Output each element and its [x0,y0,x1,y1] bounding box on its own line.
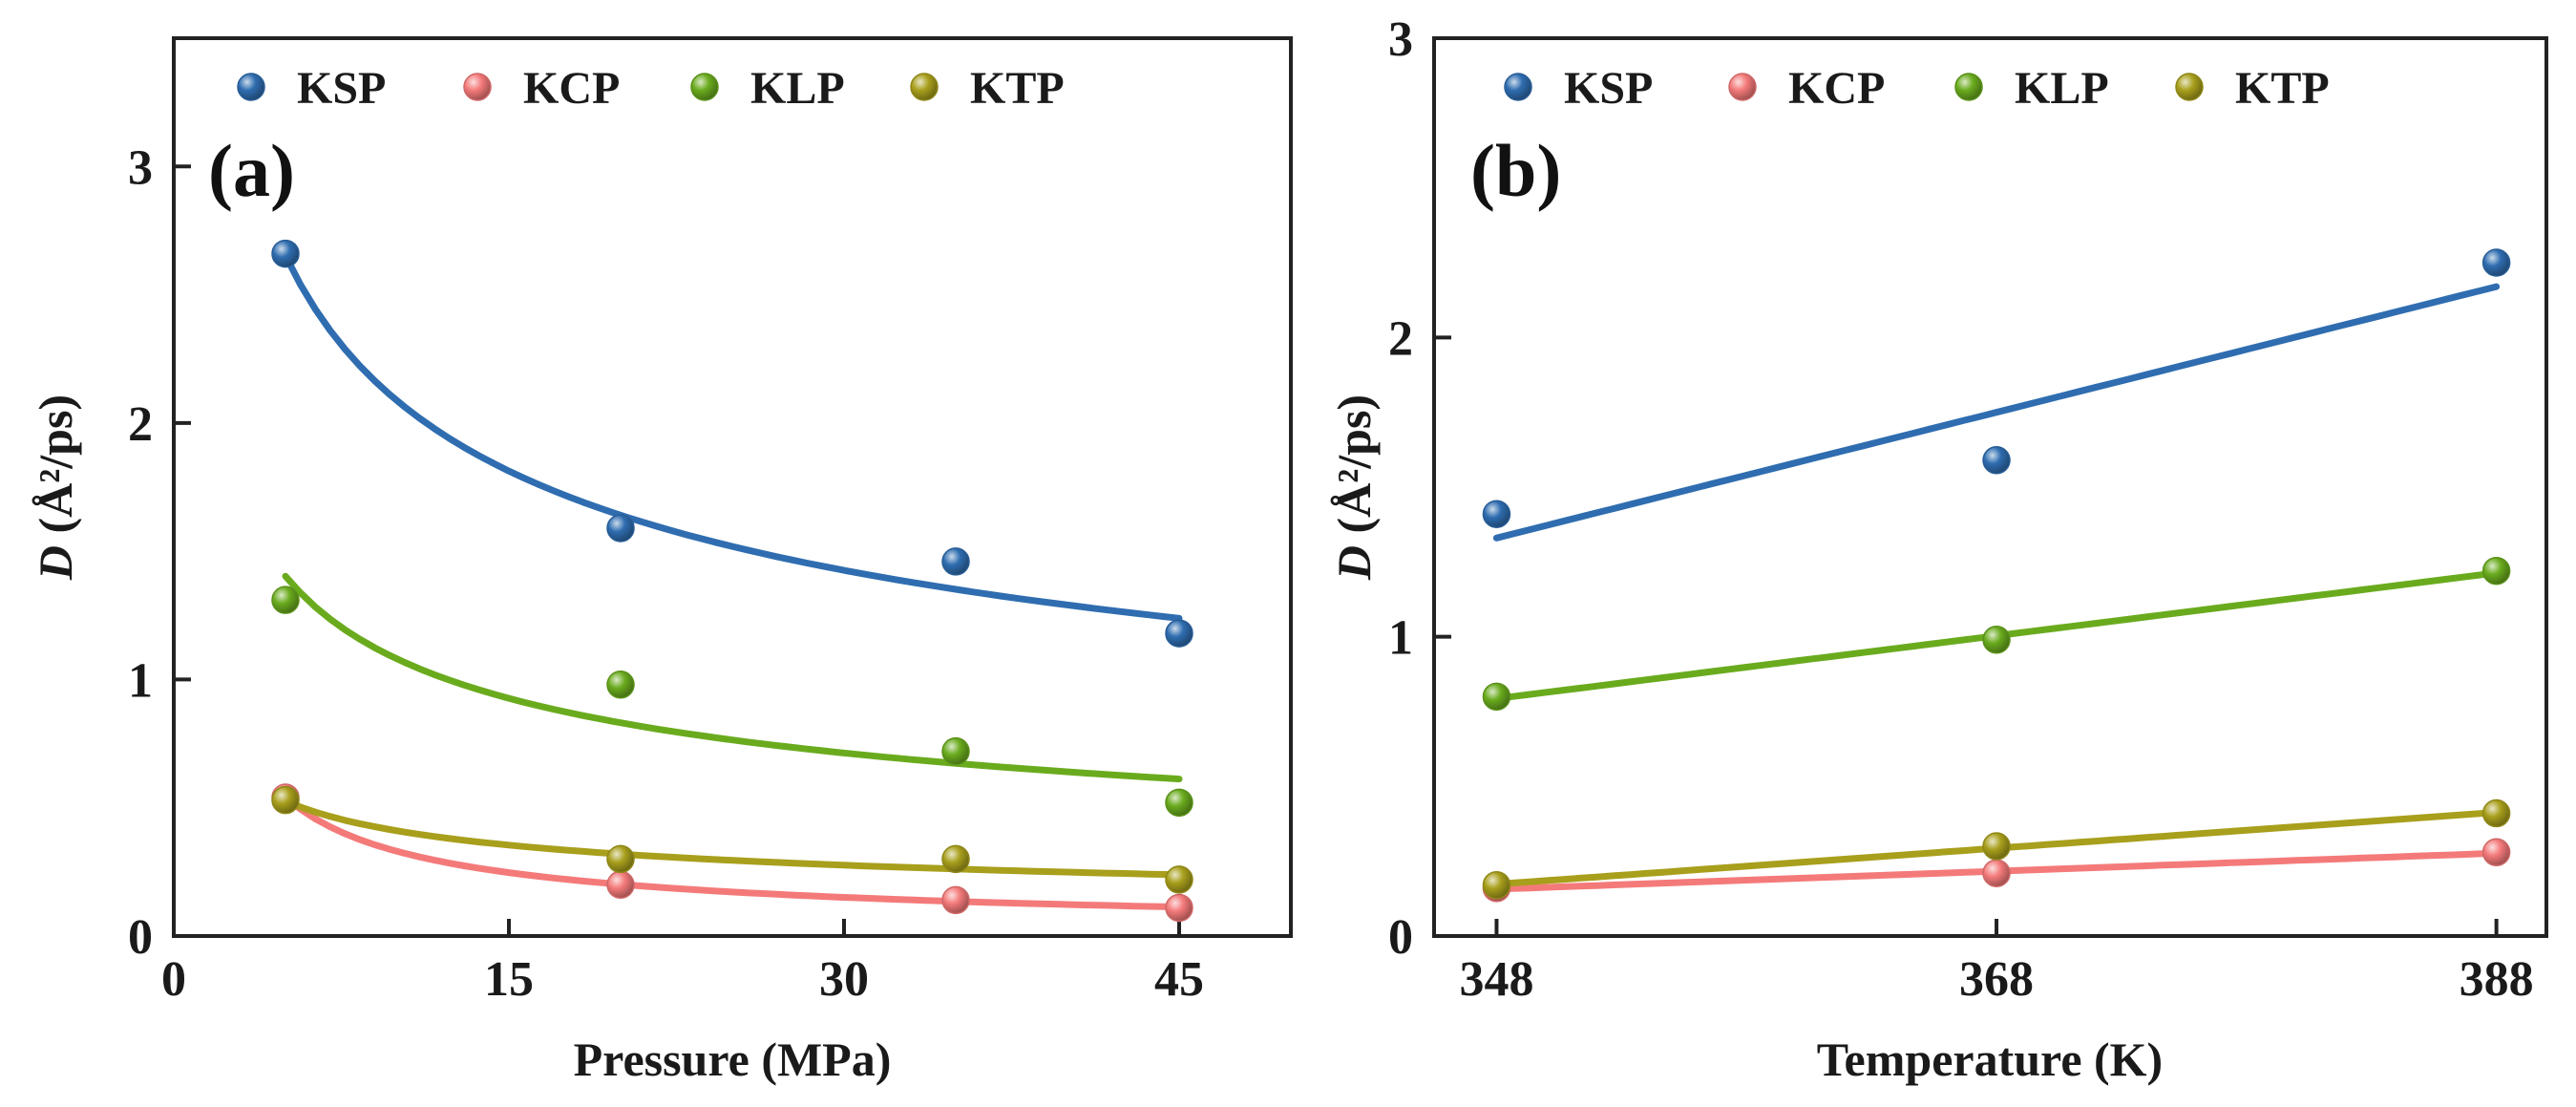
panel-a-points [271,239,1193,923]
x-tick-label: 45 [1154,952,1204,1007]
legend-label-klp: KLP [2015,63,2109,114]
data-point-klp [1165,788,1193,818]
panel-a-x-axis-title: Pressure (MPa) [574,1032,892,1086]
legend-label-ktp: KTP [2235,63,2330,114]
data-point-kcp [2481,838,2511,867]
y-tick-label: 3 [128,140,153,195]
y-tick-label: 2 [1388,311,1413,366]
y-tick-label: 2 [128,397,153,452]
fit-line-klp [282,572,1183,783]
panel-a-label: (a) [208,129,295,212]
data-point-kcp [1982,859,2011,887]
x-tick-label: 30 [819,952,869,1007]
data-point-ksp [941,547,970,576]
panel-a-frame [172,36,1293,938]
data-point-ksp [1165,619,1193,648]
panel-b-frame [1432,36,2548,938]
data-point-ktp [1165,865,1193,894]
data-point-klp [2481,556,2511,585]
panel-b-y-axis-symbol: D [1327,545,1381,581]
data-point-ktp [941,844,970,874]
legend-label-kcp: KCP [523,63,620,114]
fit-line-ksp [282,252,1183,622]
panel-b-points [1482,248,2511,903]
legend-label-kcp: KCP [1788,63,1885,114]
panel-b-x-axis-title: Temperature (K) [1817,1032,2163,1086]
panel-b: (b) 348 368 388 0 1 2 3 KSP KCP KLP KTP Temperatu… [1327,12,2548,1086]
y-tick-label: 0 [1388,910,1413,965]
data-point-kcp [1165,893,1193,923]
data-point-kcp [941,885,970,915]
legend-marker-klp [1954,73,1983,101]
y-tick-label: 1 [128,653,153,708]
legend-marker-ktp [2175,73,2204,101]
legend-marker-kcp [1728,73,1757,101]
data-point-ktp [271,785,300,815]
panel-b-legend: KSP KCP KLP KTP [1504,63,2330,114]
legend-marker-ktp [910,73,939,101]
data-point-ksp [606,514,635,543]
fit-line-ktp [282,798,1183,879]
y-tick-label: 1 [1388,611,1413,666]
panel-b-ticks: 348 368 388 0 1 2 3 [1388,12,2534,1007]
legend-marker-ksp [237,73,265,101]
y-tick-label: 0 [128,910,153,965]
y-tick-label: 3 [1388,12,1413,67]
legend-label-ksp: KSP [297,63,386,114]
data-point-klp [1482,682,1511,712]
data-point-klp [1982,626,2011,654]
panel-a-ticks: 0 15 30 45 0 1 2 3 [128,140,1204,1007]
x-tick-label: 0 [161,952,186,1007]
data-point-klp [271,585,300,614]
fit-line-kcp [282,794,1183,911]
data-point-kcp [606,870,635,900]
panel-a-y-axis-symbol: D [29,545,82,581]
data-point-ksp [1982,446,2011,475]
panel-a-y-axis-title: D (Å²/ps) [29,394,82,581]
fit-line-ksp [1492,283,2501,542]
legend-marker-klp [690,73,719,101]
data-point-ktp [606,844,635,874]
data-point-ktp [1982,832,2011,861]
panel-a-legend: KSP KCP KLP KTP [237,63,1065,114]
panel-b-y-axis-title: D (Å²/ps) [1327,394,1381,581]
panel-b-y-axis-unit: (Å²/ps) [1327,394,1381,545]
x-tick-label: 368 [1959,952,2034,1007]
panel-b-fits [1492,283,2501,893]
legend-label-ksp: KSP [1564,63,1653,114]
x-tick-label: 15 [484,952,534,1007]
legend-marker-kcp [463,73,492,101]
x-tick-label: 348 [1459,952,1533,1007]
panel-a: (a) 0 15 30 45 0 1 2 3 KSP KCP KLP KTP Pressure (M… [29,36,1293,1086]
data-point-ktp [2481,798,2511,828]
legend-label-klp: KLP [750,63,845,114]
data-point-klp [606,671,635,699]
panel-a-fits [282,252,1183,911]
data-point-ktp [1482,870,1511,900]
data-point-ksp [1482,500,1511,528]
data-point-klp [941,736,970,766]
data-point-ksp [271,239,300,268]
panel-b-label: (b) [1470,129,1561,212]
panel-a-y-axis-unit: (Å²/ps) [29,394,82,545]
legend-marker-ksp [1504,73,1532,101]
x-tick-label: 388 [2460,952,2534,1007]
legend-label-ktp: KTP [970,63,1065,114]
data-point-ksp [2481,248,2511,277]
